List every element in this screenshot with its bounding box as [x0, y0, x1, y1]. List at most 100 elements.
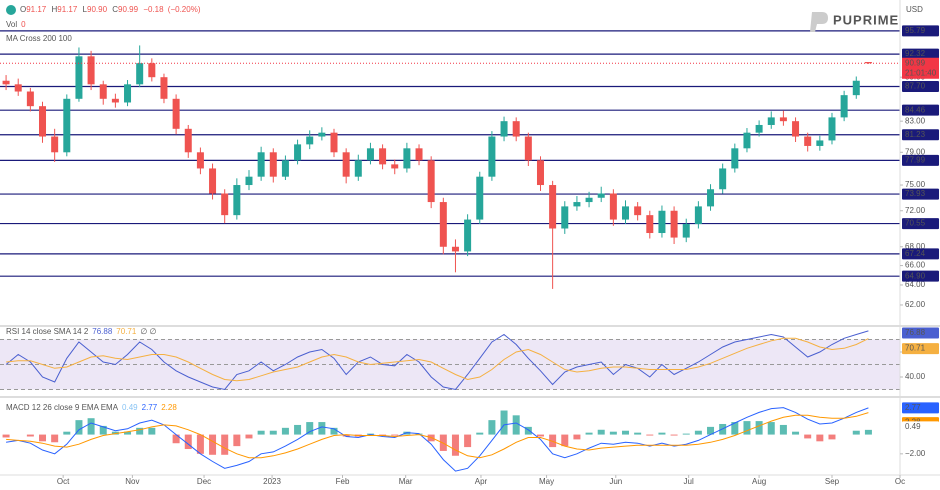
candle-body: [634, 206, 642, 216]
ohlc-key: H: [52, 5, 58, 14]
candle-body: [731, 148, 739, 169]
candle-body: [403, 148, 411, 169]
histogram-bar: [330, 427, 338, 435]
histogram-bar: [476, 432, 484, 435]
histogram-bar: [792, 431, 800, 435]
histogram-bar: [816, 434, 824, 442]
last-value-label: 70.71: [905, 344, 926, 353]
candle-body: [233, 185, 241, 216]
level-label: 67.24: [905, 249, 926, 258]
ohlc-value: 91.17: [26, 5, 47, 14]
level-label-box: [902, 104, 939, 116]
x-tick-label: Jul: [684, 477, 694, 486]
histogram-bar: [536, 434, 544, 437]
histogram-bar: [743, 421, 751, 435]
x-tick-label: Jun: [609, 477, 622, 486]
candle-body: [172, 98, 180, 129]
candle-body: [318, 132, 326, 137]
histogram-bar: [864, 429, 872, 435]
histogram-bar: [196, 434, 204, 454]
candle-body: [597, 193, 605, 198]
histogram-bar: [512, 415, 520, 435]
candle-body: [87, 56, 95, 85]
candle-body: [536, 160, 544, 186]
hist-value: 0.49: [122, 403, 138, 412]
candle-body: [439, 202, 447, 247]
y-tick-label: 75.00: [905, 180, 926, 189]
candle-body: [124, 84, 132, 103]
x-tick-label: Feb: [336, 477, 350, 486]
x-tick-label: Sep: [825, 477, 840, 486]
candle-body: [184, 128, 192, 153]
x-tick-label: Dec: [197, 477, 211, 486]
candle-body: [63, 98, 71, 153]
histogram-bar: [767, 422, 775, 435]
candle-body: [524, 136, 532, 161]
candle-body: [609, 193, 617, 220]
plot-layer: [0, 30, 900, 472]
candle-body: [26, 91, 34, 107]
level-label-box: [902, 154, 939, 166]
brand-name: PUPRIME: [833, 12, 899, 27]
brand-logo: PUPRIME: [810, 12, 899, 32]
histogram-bar: [172, 434, 180, 444]
candle-body: [670, 210, 678, 238]
histogram-bar: [269, 430, 277, 435]
ohlc-key: C: [112, 5, 118, 14]
histogram-bar: [87, 418, 95, 435]
histogram-bar: [294, 424, 302, 435]
histogram-bar: [257, 430, 265, 435]
candle-body: [658, 210, 666, 234]
hist-last-label: 0.49: [905, 422, 921, 431]
change-percent: (−0.20%): [168, 5, 201, 14]
histogram-bar: [221, 434, 229, 455]
candle-body: [366, 148, 374, 161]
candle-body: [451, 246, 459, 252]
histogram-bar: [658, 432, 666, 435]
candle-body: [415, 148, 423, 161]
candle-body: [694, 206, 702, 225]
histogram-bar: [366, 433, 374, 435]
currency: USD: [906, 5, 923, 14]
candle-body: [427, 160, 435, 203]
y-tick-label: 79.00: [905, 147, 926, 156]
histogram-bar: [755, 421, 763, 435]
candle-body: [512, 121, 520, 137]
histogram-bar: [646, 434, 654, 436]
histogram-bar: [124, 431, 132, 435]
candle-body: [816, 140, 824, 146]
candle-body: [779, 117, 787, 122]
last-value-label-box: [902, 343, 939, 355]
histogram-bar: [464, 434, 472, 448]
histogram-bar: [136, 427, 144, 435]
level-label-box: [902, 129, 939, 141]
histogram-bar: [306, 422, 314, 435]
histogram-bar: [779, 424, 787, 435]
histogram-bar: [245, 434, 253, 439]
signal-value: 2.28: [161, 403, 177, 412]
y-tick-label: 72.00: [905, 206, 926, 215]
level-label-box: [902, 25, 939, 37]
candle-body: [111, 98, 119, 103]
x-tick-label: May: [539, 477, 554, 486]
histogram-bar: [233, 434, 241, 447]
countdown: 21:01:40: [905, 68, 937, 77]
volume-value: 0: [21, 20, 26, 29]
candle-body: [51, 136, 59, 153]
candle-body: [2, 80, 10, 85]
histogram-bar: [51, 434, 59, 443]
last-value-label: 2.77: [905, 403, 921, 412]
candle-body: [160, 77, 168, 99]
macd-line: [6, 412, 869, 459]
y-tick-label: 66.00: [905, 261, 926, 270]
histogram-bar: [99, 425, 107, 435]
candle-body: [804, 136, 812, 146]
last-value-label-box: [902, 402, 939, 414]
candle-body: [573, 202, 581, 207]
last-price: 90.99: [905, 58, 926, 67]
histogram-bar: [488, 420, 496, 435]
histogram-bar: [148, 427, 156, 435]
y-tick-label: 40.00: [905, 372, 926, 381]
histogram-bar: [75, 420, 83, 435]
